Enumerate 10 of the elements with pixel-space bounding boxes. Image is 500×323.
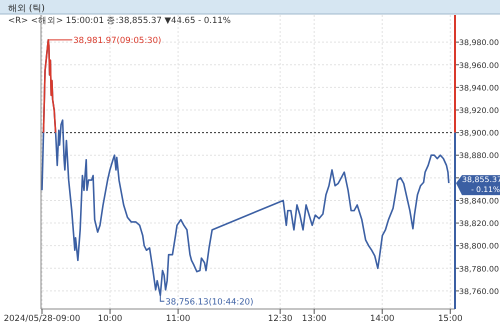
x-tick-label: 10:00 (98, 314, 122, 323)
x-tick-label: 12:30 (268, 314, 292, 323)
x-tick-label: 2024/05/28-09:00 (4, 314, 80, 323)
x-tick-label: 13:00 (302, 314, 326, 323)
chart-title: 해외 (틱) (8, 4, 45, 14)
x-tick-label: 15:00 (438, 314, 463, 323)
x-tick-label: 14:00 (370, 314, 394, 323)
annotation: 38,756.13(10:44:20) (165, 297, 254, 308)
x-tick-label: 11:00 (166, 314, 190, 323)
annotation: 38,981.97(09:05:30) (73, 36, 162, 46)
